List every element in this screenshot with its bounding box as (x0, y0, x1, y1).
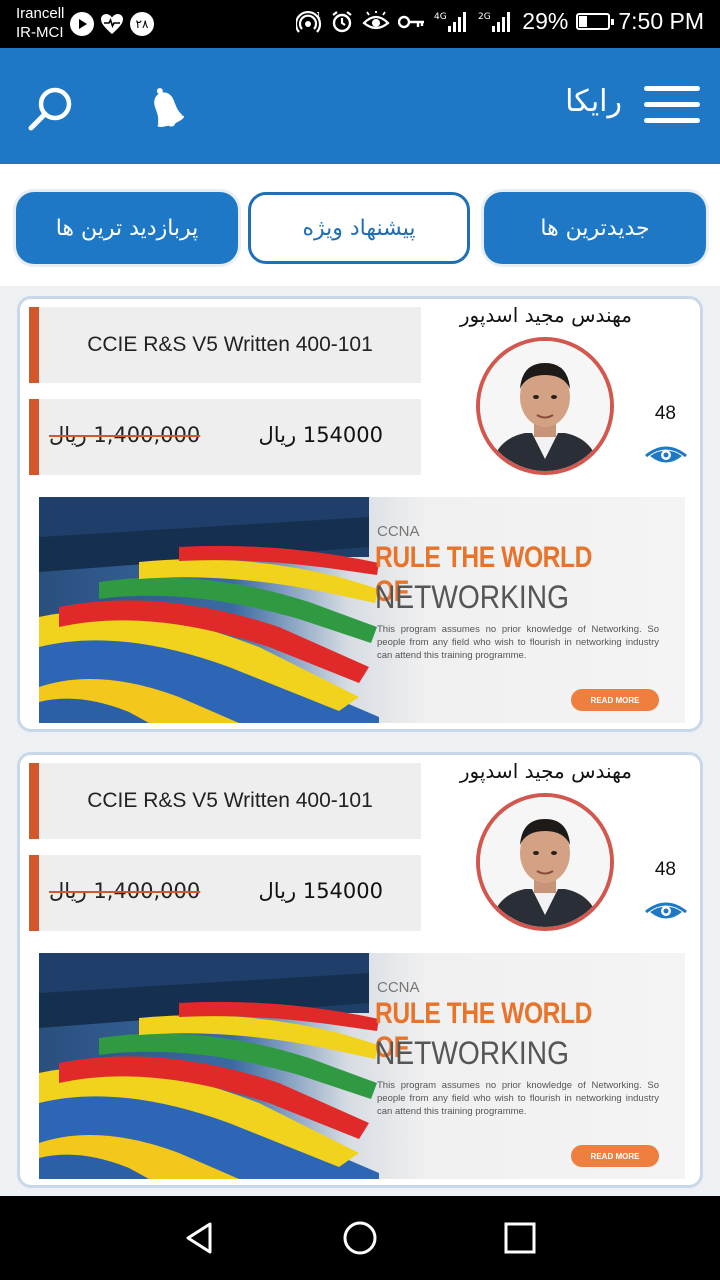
eye-icon (644, 897, 688, 923)
instructor-photo (480, 341, 610, 471)
banner-subheadline: NETWORKING (375, 1035, 569, 1072)
course-title: CCIE R&S V5 Written 400-101 (29, 763, 421, 839)
old-price: 1,400,000 ریال (49, 879, 200, 903)
search-button[interactable] (24, 84, 76, 136)
banner-tag: CCNA (377, 979, 420, 996)
banner-tag: CCNA (377, 523, 420, 540)
old-price: 1,400,000 ریال (49, 423, 200, 447)
app-title: رایکا (565, 84, 622, 119)
search-icon (24, 84, 76, 136)
clock: 7:50 PM (618, 8, 704, 35)
carrier-line1: Irancell (16, 4, 64, 23)
battery-level (579, 16, 587, 27)
course-title: CCIE R&S V5 Written 400-101 (29, 307, 421, 383)
key-icon (398, 14, 426, 30)
read-more-button[interactable]: READ MORE (571, 1145, 659, 1167)
svg-text:1: 1 (316, 11, 321, 20)
course-banner[interactable]: CCNA RULE THE WORLD OF NETWORKING This p… (39, 953, 685, 1179)
course-card[interactable]: CCIE R&S V5 Written 400-101 1,400,000 ری… (17, 752, 703, 1188)
price: 154000 ریال (259, 879, 384, 903)
price-box: 1,400,000 ریال 154000 ریال (29, 855, 421, 931)
course-banner[interactable]: CCNA RULE THE WORLD OF NETWORKING This p… (39, 497, 685, 723)
read-more-button[interactable]: READ MORE (571, 689, 659, 711)
banner-body: This program assumes no prior knowledge … (377, 1079, 659, 1118)
banner-body: This program assumes no prior knowledge … (377, 623, 659, 662)
battery-icon (576, 13, 610, 30)
view-count: 48 (655, 403, 676, 425)
course-card[interactable]: CCIE R&S V5 Written 400-101 1,400,000 ری… (17, 296, 703, 732)
alarm-icon (330, 10, 354, 34)
price: 154000 ریال (259, 423, 384, 447)
eye-icon (644, 441, 688, 467)
instructor-name: مهندس مجید اسدپور (460, 303, 632, 327)
banner-subheadline: NETWORKING (375, 579, 569, 616)
status-bar: Irancell IR-MCI ۲۸ 1 4G 2G 29% 7:5 (0, 0, 720, 48)
bell-icon (140, 82, 192, 134)
back-icon (180, 1218, 220, 1258)
home-icon (340, 1218, 380, 1258)
heart-pulse-icon (100, 13, 124, 35)
play-icon (70, 12, 94, 36)
price-box: 1,400,000 ریال 154000 ریال (29, 399, 421, 475)
svg-text:4G: 4G (434, 12, 447, 22)
tab-newest[interactable]: جدیدترین ها (484, 192, 706, 264)
signal-4g-icon: 4G (434, 10, 470, 34)
avatar (476, 337, 614, 475)
view-count: 48 (655, 859, 676, 881)
carrier-line2: IR-MCI (16, 23, 64, 42)
carrier-label: Irancell IR-MCI (16, 4, 64, 42)
recents-icon (500, 1218, 540, 1258)
eye-comfort-icon (362, 11, 390, 33)
avatar (476, 793, 614, 931)
instructor-photo (480, 797, 610, 927)
notifications-button[interactable] (140, 82, 192, 134)
instructor-name: مهندس مجید اسدپور (460, 759, 632, 783)
signal-2g-icon: 2G (478, 10, 514, 34)
home-button[interactable] (340, 1218, 380, 1258)
tab-most-viewed[interactable]: پربازدید ترین ها (16, 192, 238, 264)
tab-bar: جدیدترین ها پیشنهاد ویژه پربازدید ترین ه… (0, 164, 720, 286)
notification-badge: ۲۸ (130, 12, 154, 36)
app-bar: رایکا (0, 48, 720, 164)
hotspot-icon: 1 (296, 10, 322, 34)
menu-button[interactable] (644, 86, 700, 126)
tab-special-offer[interactable]: پیشنهاد ویژه (248, 192, 470, 264)
menu-icon (644, 86, 700, 123)
svg-text:2G: 2G (478, 12, 491, 22)
battery-percent: 29% (522, 8, 568, 35)
back-button[interactable] (180, 1218, 220, 1258)
system-nav-bar (0, 1196, 720, 1280)
recents-button[interactable] (500, 1218, 540, 1258)
